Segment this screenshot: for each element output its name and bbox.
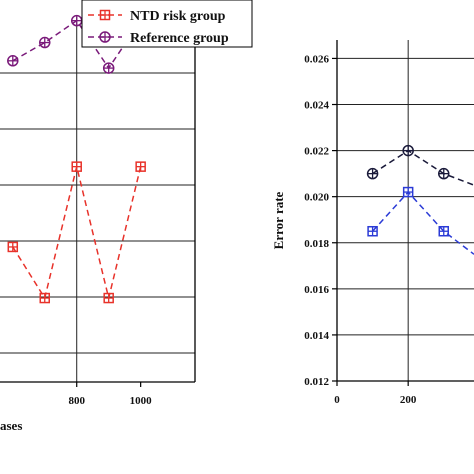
- right-series-1-point-2-ring: [438, 167, 450, 180]
- left-series-0-point-3: [103, 292, 114, 304]
- left-series-1-point-0-ring: [7, 55, 19, 67]
- right-ytick-label-0.016: 0.016: [304, 284, 329, 296]
- left-series-1-point-3: [102, 62, 115, 74]
- right-xtick-label-0: 0: [334, 394, 340, 406]
- left-x-axis-label: ases: [0, 418, 22, 433]
- legend-marker-1-ring: [99, 31, 111, 43]
- right-ytick-label-0.022: 0.022: [304, 146, 329, 158]
- right-series-line-1: [372, 149, 474, 186]
- left-series-0-point-2: [71, 161, 82, 172]
- right-ytick-label-0.012: 0.012: [304, 376, 329, 388]
- left-series-1-point-0: [7, 55, 19, 67]
- legend-marker-0: [99, 9, 111, 21]
- left-series-1-point-1: [39, 36, 51, 49]
- legend-marker-1: [99, 31, 111, 43]
- left-series-0-point-1: [39, 292, 51, 304]
- left-series-0-point-4: [135, 161, 146, 172]
- right-series-0-point-0: [367, 225, 378, 237]
- right-y-axis-label: Error rate: [271, 191, 286, 249]
- right-ytick-label-0.024: 0.024: [304, 100, 329, 112]
- left-xtick-label-1000: 1000: [130, 395, 153, 407]
- right-series-1-point-0-ring: [366, 167, 379, 180]
- right-series-1-point-0: [366, 167, 379, 180]
- right-ytick-label-0.020: 0.020: [304, 192, 329, 204]
- right-series-line-0: [372, 190, 474, 255]
- left-series-1-point-2: [70, 14, 83, 27]
- right-ytick-label-0.018: 0.018: [304, 238, 329, 250]
- right-series-1-point-1: [402, 144, 414, 157]
- left-series-1-point-3-ring: [102, 62, 115, 74]
- right-series-0-point-2: [438, 225, 450, 237]
- right-xtick-label-200: 200: [400, 394, 417, 406]
- legend-label-0: NTD risk group: [130, 9, 226, 24]
- left-series-0-point-0: [7, 241, 19, 253]
- right-ytick-label-0.014: 0.014: [304, 330, 329, 342]
- right-ytick-label-0.026: 0.026: [304, 53, 329, 65]
- left-series-1-point-1-ring: [39, 36, 51, 49]
- left-xtick-label-800: 800: [68, 395, 85, 407]
- right-series-1-point-1-ring: [402, 144, 414, 157]
- right-series-1-point-2: [438, 167, 450, 180]
- legend-label-1: Reference group: [130, 31, 229, 46]
- right-series-0-point-1: [402, 186, 414, 198]
- legend-box: [81, 0, 253, 48]
